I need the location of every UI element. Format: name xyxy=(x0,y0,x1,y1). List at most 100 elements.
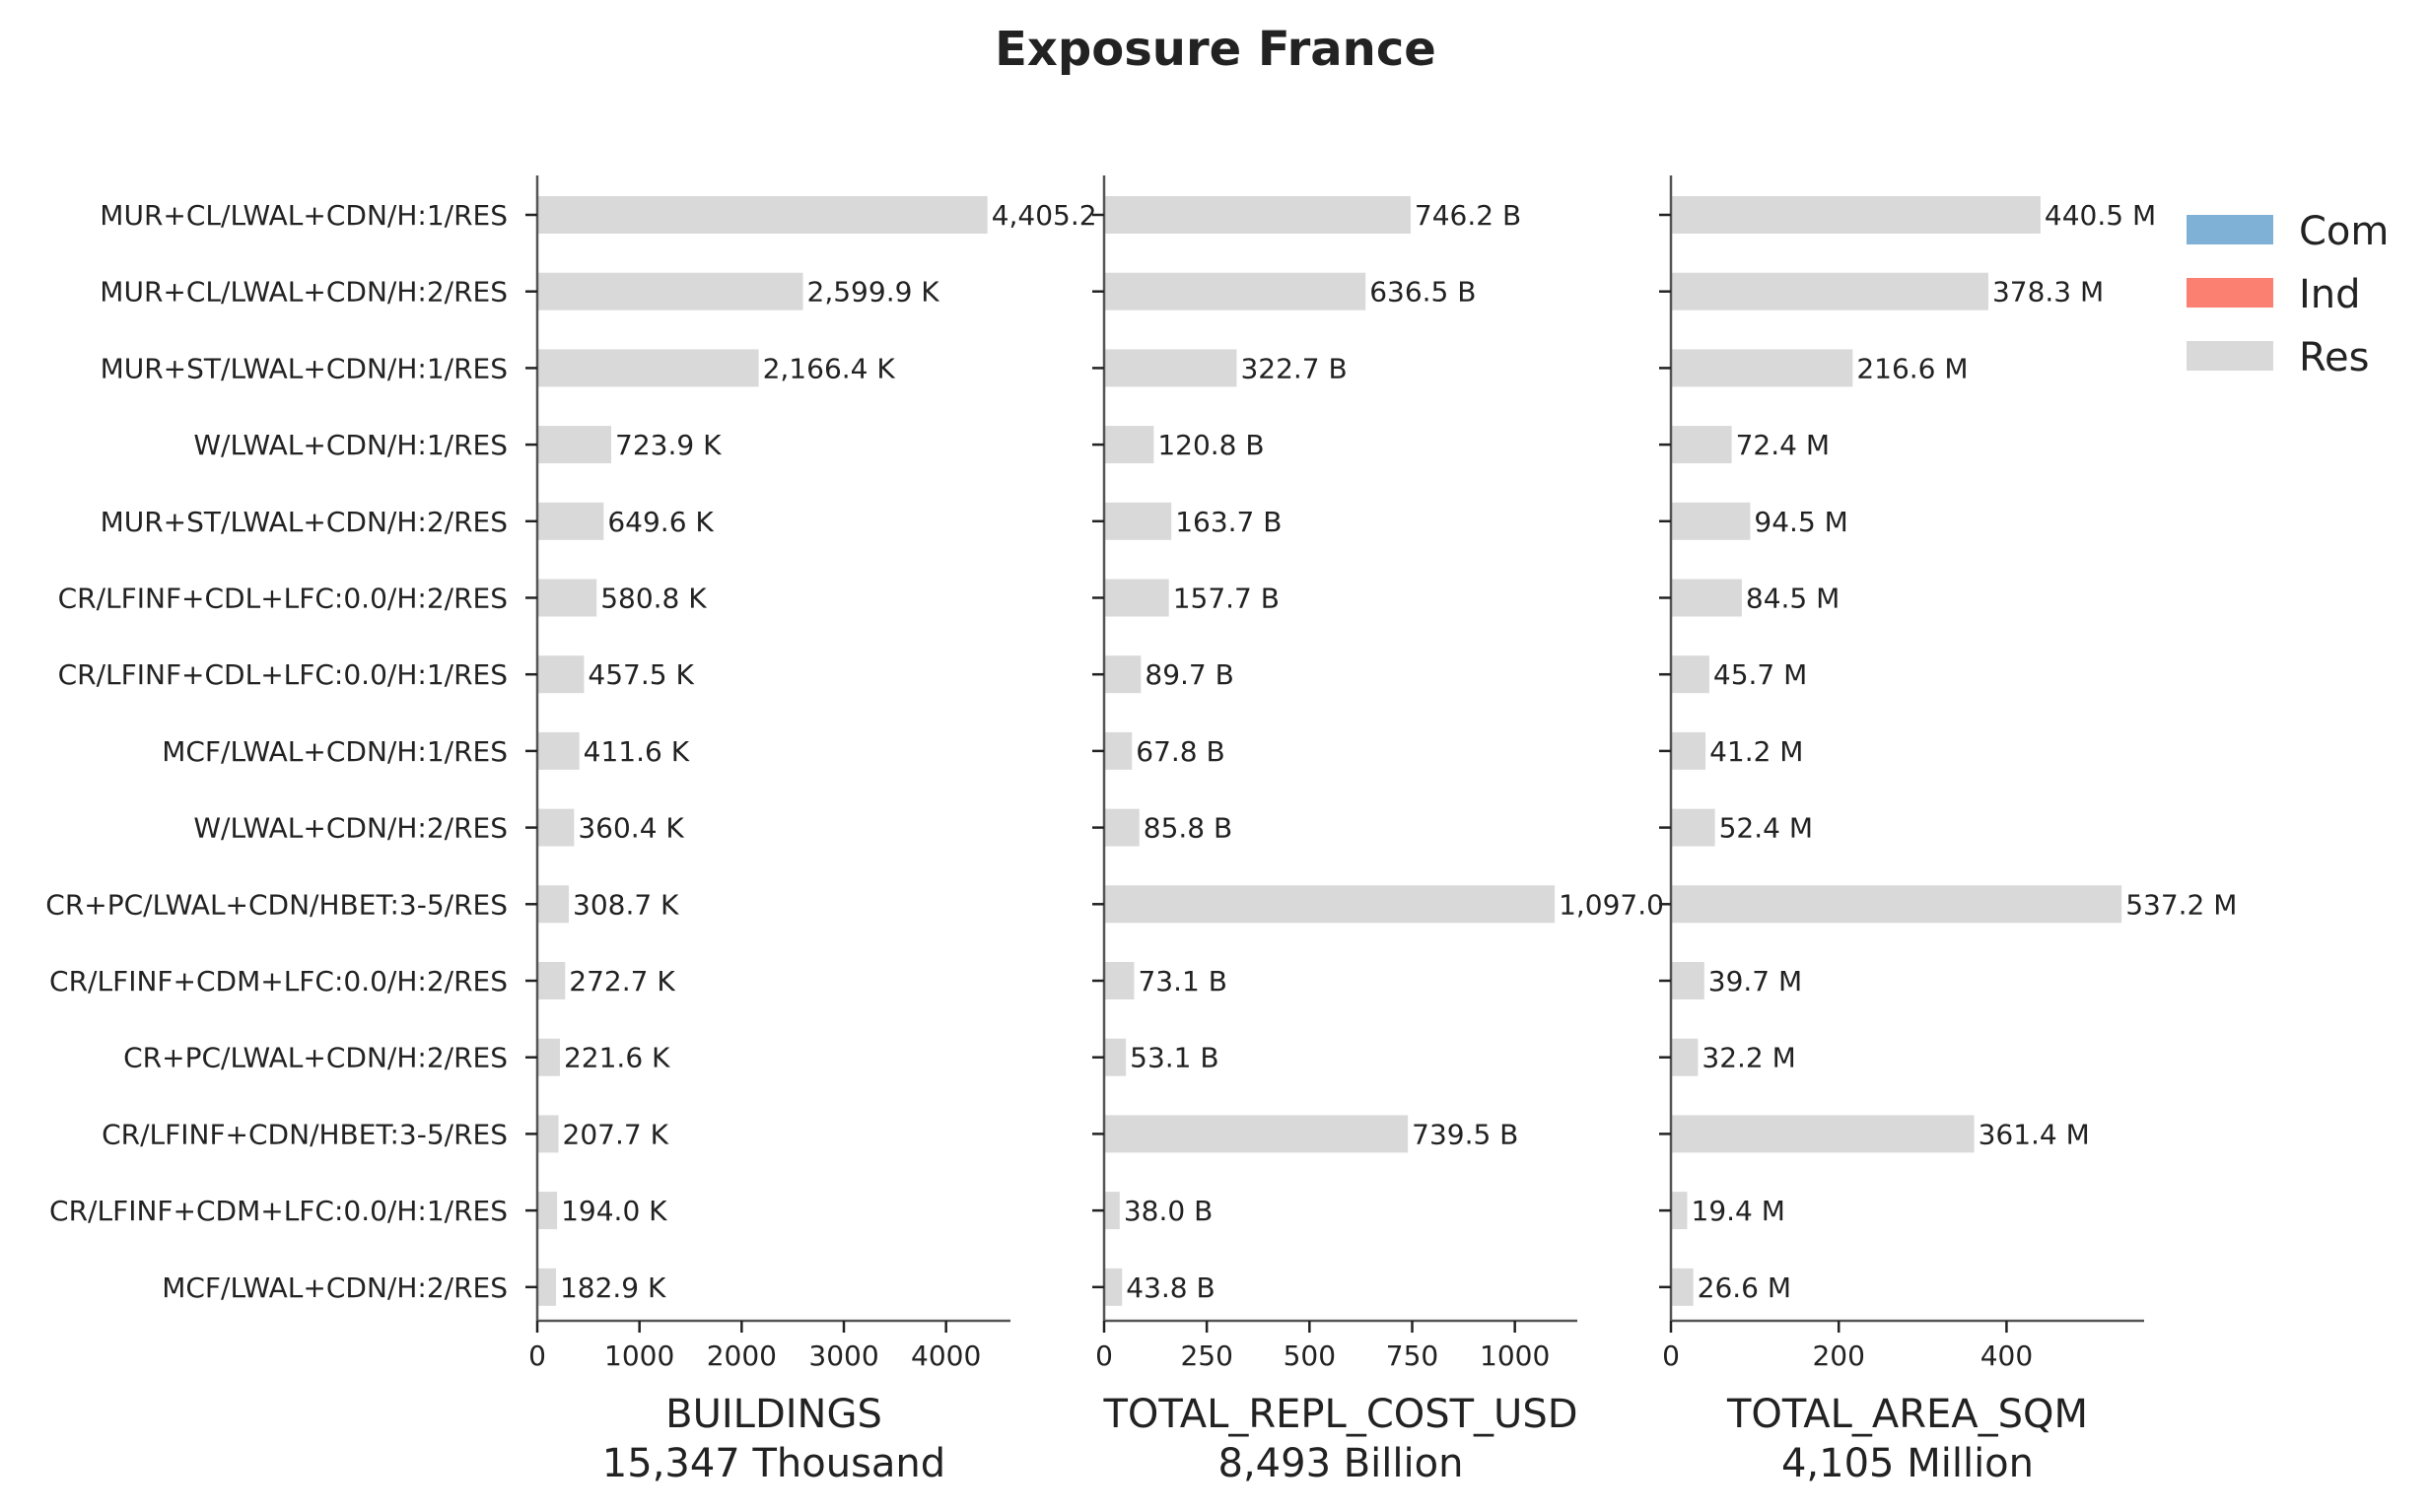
bar xyxy=(1671,731,1706,770)
data-label: 746.2 B xyxy=(1415,199,1521,232)
legend-label: Res xyxy=(2299,335,2369,380)
bar xyxy=(1104,808,1140,847)
data-label: 194.0 K xyxy=(561,1195,667,1227)
data-label: 157.7 B xyxy=(1173,583,1280,615)
category-label: MCF/LWAL+CDN/H:2/RES xyxy=(162,1271,508,1304)
category-label: W/LWAL+CDN/H:2/RES xyxy=(193,812,508,845)
category-label: CR/LFINF+CDM+LFC:0.0/H:2/RES xyxy=(49,965,508,997)
x-tick-label: 0 xyxy=(1095,1340,1113,1372)
bar xyxy=(537,196,988,234)
data-label: 723.9 K xyxy=(615,429,722,461)
data-label: 39.7 M xyxy=(1708,965,1802,997)
x-tick-label: 1000 xyxy=(1480,1340,1550,1372)
x-tick-label: 0 xyxy=(528,1340,546,1372)
data-label: 85.8 B xyxy=(1144,812,1232,845)
x-tick-label: 400 xyxy=(1980,1340,2033,1372)
bar xyxy=(537,731,580,770)
data-label: 52.4 M xyxy=(1719,812,1813,845)
bar xyxy=(1104,272,1366,310)
bar xyxy=(537,426,612,464)
data-label: 221.6 K xyxy=(564,1042,670,1074)
bar xyxy=(1671,272,1988,310)
category-label: CR/LFINF+CDN/HBET:3-5/RES xyxy=(102,1118,508,1150)
bar xyxy=(537,962,566,999)
data-label: 84.5 M xyxy=(1746,583,1840,615)
data-label: 45.7 M xyxy=(1713,658,1807,691)
bar xyxy=(1104,579,1169,617)
bar xyxy=(537,885,570,924)
data-label: 378.3 M xyxy=(1992,276,2104,309)
data-label: 636.5 B xyxy=(1369,276,1476,309)
data-label: 580.8 K xyxy=(600,583,707,615)
bar xyxy=(537,579,597,617)
x-axis-total: 15,347 Thousand xyxy=(602,1441,945,1486)
data-label: 19.4 M xyxy=(1692,1195,1785,1227)
data-label: 216.6 M xyxy=(1856,352,1968,384)
data-label: 89.7 B xyxy=(1145,658,1233,691)
bar xyxy=(1104,962,1135,999)
bar xyxy=(1104,885,1556,924)
bar xyxy=(537,502,604,540)
bar xyxy=(1671,349,1853,387)
chart-title: Exposure France xyxy=(995,22,1436,77)
data-label: 120.8 B xyxy=(1157,429,1264,461)
x-tick-label: 750 xyxy=(1386,1340,1438,1372)
x-tick-label: 200 xyxy=(1812,1340,1864,1372)
bar xyxy=(1671,426,1732,464)
category-label: CR/LFINF+CDL+LFC:0.0/H:2/RES xyxy=(58,583,508,615)
data-label: 440.5 M xyxy=(2045,199,2156,232)
data-label: 73.1 B xyxy=(1138,965,1226,997)
x-axis-title: TOTAL_AREA_SQM xyxy=(1726,1392,2088,1437)
bar xyxy=(1671,1192,1688,1230)
x-axis-total: 8,493 Billion xyxy=(1218,1441,1464,1486)
category-label: CR+PC/LWAL+CDN/H:2/RES xyxy=(123,1042,508,1074)
category-label: W/LWAL+CDN/H:1/RES xyxy=(193,429,508,461)
data-label: 38.0 B xyxy=(1124,1195,1213,1227)
bar xyxy=(1104,1115,1409,1153)
data-label: 272.7 K xyxy=(569,965,675,997)
data-label: 739.5 B xyxy=(1412,1118,1518,1150)
data-label: 207.7 K xyxy=(563,1118,669,1150)
data-label: 322.7 B xyxy=(1240,352,1347,384)
category-labels: MUR+CL/LWAL+CDN/H:1/RES MUR+CL/LWAL+CDN/H… xyxy=(45,199,508,1304)
bar xyxy=(1104,1038,1127,1076)
bar xyxy=(537,1038,560,1076)
data-label: 72.4 M xyxy=(1736,429,1830,461)
x-axis-title: TOTAL_REPL_COST_USD xyxy=(1102,1392,1577,1437)
x-tick-label: 1000 xyxy=(604,1340,674,1372)
category-label: MUR+ST/LWAL+CDN/H:1/RES xyxy=(101,352,508,384)
panel-1: 4,405.2 2,599.9 K 2,166.4 K 723.9 K 649.6 K 5… xyxy=(525,175,1097,1486)
bar xyxy=(537,272,803,310)
x-axis-total: 4,105 Million xyxy=(1781,1441,2034,1486)
legend-swatch-com xyxy=(2187,215,2273,244)
data-label: 43.8 B xyxy=(1126,1271,1215,1304)
bar xyxy=(1104,1192,1120,1230)
bar xyxy=(1671,1268,1694,1306)
bar xyxy=(1104,349,1237,387)
data-label: 361.4 M xyxy=(1979,1118,2090,1150)
data-label: 163.7 B xyxy=(1175,506,1282,538)
data-label: 2,166.4 K xyxy=(763,352,896,384)
category-label: MCF/LWAL+CDN/H:1/RES xyxy=(162,735,508,768)
x-tick-label: 3000 xyxy=(808,1340,878,1372)
legend: Com Ind Res xyxy=(2187,209,2389,380)
panel-3: 440.5 M 378.3 M 216.6 M 72.4 M 94.5 M 84.5 M 4… xyxy=(1659,175,2237,1486)
data-label: 94.5 M xyxy=(1754,506,1847,538)
data-label: 457.5 K xyxy=(588,658,694,691)
bar xyxy=(1104,502,1172,540)
category-label: CR+PC/LWAL+CDN/HBET:3-5/RES xyxy=(45,888,508,921)
panel-2: 746.2 B 636.5 B 322.7 B 120.8 B 163.7 B 157.7… xyxy=(1092,175,1664,1486)
bar xyxy=(1671,579,1742,617)
data-label: 32.2 M xyxy=(1702,1042,1795,1074)
category-label: CR/LFINF+CDM+LFC:0.0/H:1/RES xyxy=(49,1195,508,1227)
data-label: 537.2 M xyxy=(2125,888,2237,921)
x-axis-title: BUILDINGS xyxy=(665,1392,882,1437)
data-label: 41.2 M xyxy=(1709,735,1803,768)
category-label: CR/LFINF+CDL+LFC:0.0/H:1/RES xyxy=(58,658,508,691)
bar xyxy=(1671,1038,1699,1076)
bar xyxy=(1104,196,1411,234)
bar xyxy=(1104,731,1133,770)
bar xyxy=(1104,655,1142,694)
